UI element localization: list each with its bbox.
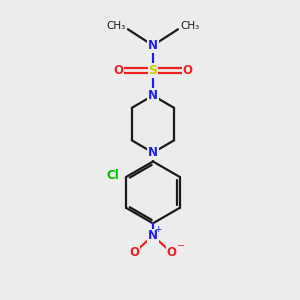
Text: O: O — [167, 246, 176, 259]
Text: O: O — [129, 246, 140, 259]
Text: Cl: Cl — [106, 169, 119, 182]
Text: N: N — [148, 39, 158, 52]
Text: CH₃: CH₃ — [180, 21, 200, 31]
Text: +: + — [154, 225, 162, 234]
Text: O: O — [183, 64, 193, 77]
Text: N: N — [148, 146, 158, 159]
Text: CH₃: CH₃ — [106, 21, 126, 31]
Text: N: N — [148, 229, 158, 242]
Text: O: O — [113, 64, 123, 77]
Text: −: − — [177, 241, 186, 251]
Text: S: S — [148, 64, 158, 77]
Text: N: N — [148, 89, 158, 102]
